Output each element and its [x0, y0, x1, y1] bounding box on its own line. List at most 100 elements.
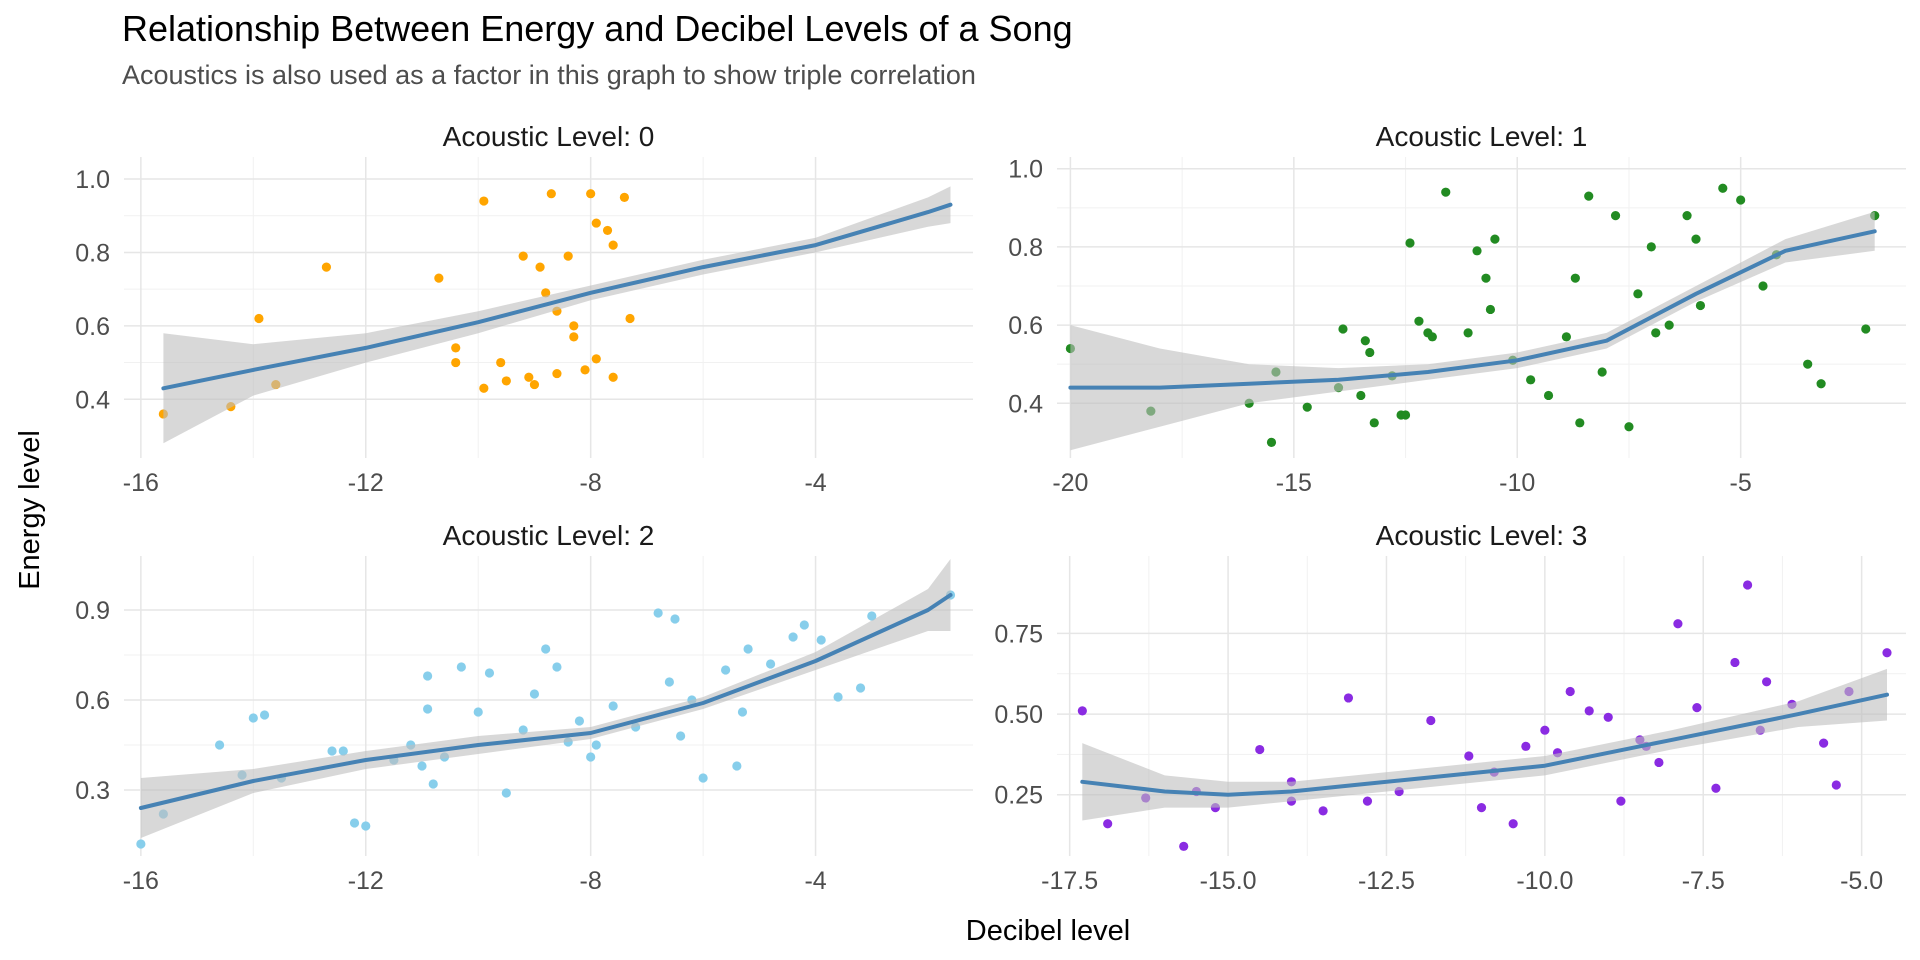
data-point — [737, 707, 748, 717]
data-point — [259, 710, 270, 720]
panel-strip-label: Acoustic Level: 3 — [1376, 520, 1588, 551]
y-tick-label: 0.50 — [994, 701, 1043, 729]
data-point — [546, 189, 556, 199]
confidence-band — [140, 559, 951, 838]
data-point — [1426, 715, 1436, 726]
y-tick-label: 0.4 — [75, 386, 110, 414]
data-point — [664, 677, 674, 687]
chart-title: Relationship Between Energy and Decibel … — [122, 8, 1073, 49]
data-point — [1711, 783, 1721, 793]
data-point — [855, 683, 866, 693]
data-point — [541, 288, 551, 298]
data-point — [591, 740, 601, 750]
y-tick-label: 0.8 — [75, 239, 110, 267]
data-point — [591, 218, 601, 228]
data-point — [676, 731, 686, 741]
data-point — [569, 332, 579, 342]
confidence-band — [1082, 668, 1887, 821]
data-point — [1633, 289, 1643, 299]
data-point — [580, 365, 590, 375]
data-point — [625, 313, 635, 324]
data-point — [501, 788, 511, 798]
x-tick-label: -12 — [348, 469, 384, 497]
data-point — [1338, 324, 1348, 334]
x-tick-label: -17.5 — [1041, 867, 1098, 895]
data-point — [1610, 211, 1621, 221]
y-tick-label: 0.6 — [75, 313, 110, 341]
data-point — [456, 662, 466, 672]
data-point — [1831, 780, 1841, 790]
data-point — [574, 716, 585, 726]
data-point — [833, 692, 843, 702]
data-point — [1616, 796, 1626, 806]
y-tick-label: 1.0 — [75, 166, 110, 194]
data-point — [248, 713, 258, 723]
data-point — [417, 761, 427, 771]
data-point — [1266, 437, 1277, 447]
data-point — [1414, 316, 1424, 326]
data-point — [1485, 304, 1496, 315]
smooth-trend-line — [138, 593, 953, 810]
data-point — [1441, 187, 1451, 197]
y-tick-label: 0.6 — [1008, 312, 1043, 340]
panel-strip-label: Acoustic Level: 1 — [1376, 121, 1588, 152]
data-point — [1343, 693, 1354, 703]
data-point — [423, 704, 433, 714]
data-point — [1427, 332, 1437, 342]
data-point — [1570, 273, 1580, 283]
smooth-trend-line — [161, 202, 953, 391]
data-point — [529, 379, 540, 390]
data-point — [535, 262, 545, 272]
panel-strip-label: Acoustic Level: 0 — [443, 121, 655, 152]
y-tick-label: 0.9 — [75, 597, 110, 625]
data-point — [541, 644, 551, 654]
data-point — [1736, 195, 1746, 205]
x-tick-label: -15 — [1276, 469, 1312, 497]
data-point — [1882, 648, 1892, 658]
data-point — [1584, 706, 1594, 716]
data-point — [1695, 300, 1706, 311]
data-point — [434, 273, 444, 283]
y-axis-title: Energy level — [14, 430, 46, 590]
data-point — [743, 644, 753, 654]
x-tick-label: -20 — [1052, 469, 1088, 497]
x-tick-label: -5.0 — [1840, 867, 1883, 895]
data-point — [1472, 246, 1482, 256]
data-point — [501, 376, 511, 386]
x-axis-title: Decibel level — [966, 915, 1130, 947]
data-point — [608, 701, 618, 711]
data-point — [1819, 738, 1829, 748]
y-tick-label: 0.4 — [1008, 390, 1043, 418]
data-point — [799, 620, 809, 630]
data-point — [451, 343, 461, 353]
data-point — [1803, 359, 1813, 369]
data-point — [1077, 706, 1087, 716]
data-point — [602, 225, 613, 236]
data-point — [788, 632, 798, 642]
data-point — [1481, 273, 1491, 283]
data-point — [479, 383, 489, 393]
confidence-band — [163, 186, 951, 444]
x-tick-label: -15.0 — [1200, 867, 1257, 895]
data-point — [1718, 183, 1728, 193]
data-point — [1651, 328, 1661, 338]
data-point — [1730, 657, 1740, 668]
x-tick-label: -10.0 — [1516, 867, 1573, 895]
data-point — [698, 773, 708, 783]
data-point — [1490, 234, 1500, 244]
data-point — [1597, 367, 1607, 377]
panel-0: Acoustic Level: 0 -16 -12 -8 -4 0.4 0.6 0.8 1.0 — [75, 121, 973, 497]
data-point — [732, 761, 742, 771]
data-point — [1816, 379, 1826, 389]
x-tick-label: -5 — [1730, 469, 1752, 497]
data-point — [1476, 803, 1487, 813]
data-point — [1654, 757, 1664, 768]
data-point — [1103, 819, 1113, 829]
smooth-trend-line — [1068, 229, 1877, 390]
data-point — [529, 689, 540, 699]
x-tick-label: -8 — [580, 469, 602, 497]
data-point — [552, 368, 562, 379]
data-point — [349, 818, 360, 828]
data-point — [1575, 418, 1585, 428]
